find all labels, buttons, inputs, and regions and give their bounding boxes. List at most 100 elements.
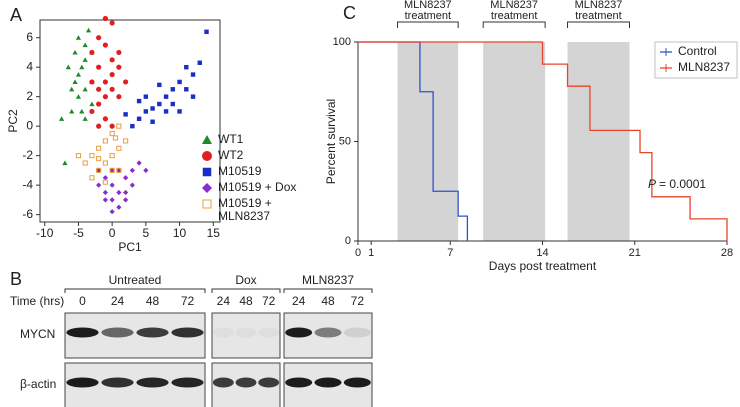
blot-band xyxy=(66,377,99,388)
point xyxy=(116,204,122,210)
point xyxy=(102,179,108,185)
row-label: MYCN xyxy=(20,327,55,341)
point xyxy=(102,42,108,48)
point xyxy=(123,79,129,85)
point xyxy=(116,189,122,196)
point xyxy=(109,20,115,26)
annotation: MLN8237 treatment xyxy=(574,0,623,22)
point xyxy=(109,197,115,203)
point xyxy=(72,79,78,85)
blot-panel xyxy=(211,312,281,359)
legend-frame xyxy=(654,41,738,79)
legend-label: M10519 + Dox xyxy=(218,180,297,194)
point xyxy=(109,57,115,63)
point xyxy=(109,167,115,173)
point xyxy=(109,167,115,173)
point xyxy=(79,64,85,70)
time-point: 48 xyxy=(321,294,335,308)
point xyxy=(96,156,102,162)
point xyxy=(96,182,102,188)
blot-band xyxy=(171,327,204,338)
blot-band xyxy=(235,377,257,388)
point xyxy=(116,123,122,129)
x-tick-label: 0 xyxy=(109,226,116,240)
point xyxy=(102,79,108,85)
point xyxy=(109,182,115,188)
point xyxy=(170,87,176,92)
point xyxy=(96,86,102,92)
point xyxy=(85,27,92,33)
y-axis-label: Percent survival xyxy=(324,99,338,184)
point xyxy=(123,138,129,144)
point xyxy=(69,86,75,92)
treatment-band xyxy=(397,42,459,241)
point xyxy=(116,145,122,151)
legend-symbol xyxy=(202,183,212,193)
x-tick-label: 1 xyxy=(368,247,374,259)
point xyxy=(102,138,108,144)
point xyxy=(190,72,196,77)
point xyxy=(109,209,115,215)
survival-curve xyxy=(358,41,469,241)
point xyxy=(204,29,209,35)
x-tick-label: 10 xyxy=(173,226,187,240)
blot-band xyxy=(258,377,280,388)
blot-band xyxy=(314,327,342,338)
bracket xyxy=(397,21,459,28)
legend-label: M10519 xyxy=(218,164,262,178)
point xyxy=(102,189,108,196)
point xyxy=(136,116,142,121)
point xyxy=(89,79,95,85)
point xyxy=(143,109,149,114)
x-tick-label: 28 xyxy=(721,247,733,259)
point xyxy=(116,167,122,173)
point xyxy=(123,175,129,181)
blot-band xyxy=(258,327,280,338)
x-axis-label: Days post treatment xyxy=(489,259,597,273)
legend-label: WT1 xyxy=(218,132,244,146)
point xyxy=(136,98,142,104)
point xyxy=(96,123,102,129)
point xyxy=(116,167,122,173)
blot-band xyxy=(314,377,342,388)
point xyxy=(75,35,82,40)
point xyxy=(129,182,135,188)
time-point: 24 xyxy=(217,294,231,308)
point xyxy=(170,101,176,107)
time-label: Time (hrs) xyxy=(10,294,64,308)
point xyxy=(96,101,102,107)
legend-symbol xyxy=(202,151,212,161)
legend-symbol xyxy=(202,167,212,177)
point xyxy=(75,153,82,159)
treatment-band xyxy=(567,42,630,241)
blot-band xyxy=(136,327,169,338)
point xyxy=(82,42,88,48)
point xyxy=(109,71,115,78)
legend-symbol xyxy=(202,199,212,209)
group-label: MLN8237 xyxy=(302,273,354,287)
point xyxy=(123,197,129,203)
point xyxy=(116,64,122,70)
blot-band xyxy=(171,377,204,388)
point xyxy=(89,175,95,181)
point xyxy=(96,167,102,173)
point xyxy=(116,94,122,100)
time-point: 24 xyxy=(292,294,306,308)
y-axis-label: PC2 xyxy=(6,109,20,133)
legend-label: M10519 + MLN8237 xyxy=(218,196,272,223)
point xyxy=(102,94,108,100)
point xyxy=(96,64,102,70)
point xyxy=(82,116,88,121)
blot-band xyxy=(343,327,371,338)
y-tick-label: 4 xyxy=(26,59,33,73)
y-tick-label: 50 xyxy=(339,135,351,147)
time-point: 72 xyxy=(262,294,276,308)
plot-frame xyxy=(39,19,221,223)
treatment-band xyxy=(483,42,546,241)
x-tick-label: 15 xyxy=(207,226,221,240)
point xyxy=(58,116,65,121)
group-label: Dox xyxy=(235,273,256,287)
p-label: P xyxy=(648,177,656,191)
